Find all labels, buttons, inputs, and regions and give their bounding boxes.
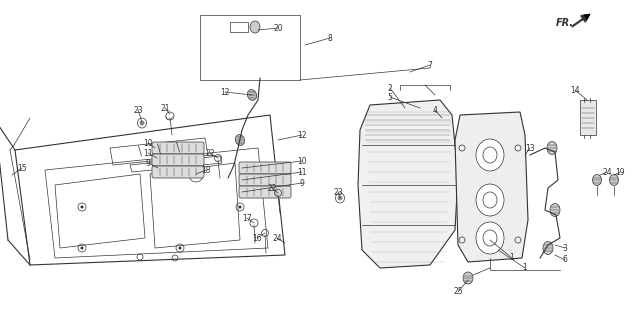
Bar	[580, 100, 596, 135]
Ellipse shape	[476, 139, 504, 171]
Text: 20: 20	[273, 23, 283, 33]
Text: 6: 6	[562, 255, 567, 265]
Text: 1: 1	[510, 253, 514, 262]
Text: 12: 12	[220, 87, 230, 97]
Circle shape	[81, 205, 84, 209]
Text: 14: 14	[570, 85, 580, 94]
Circle shape	[238, 205, 242, 209]
FancyBboxPatch shape	[152, 154, 204, 166]
Polygon shape	[455, 112, 528, 262]
FancyBboxPatch shape	[239, 174, 291, 186]
Text: 5: 5	[387, 92, 392, 101]
Ellipse shape	[543, 242, 553, 254]
Text: 10: 10	[143, 139, 153, 148]
Text: 11: 11	[143, 148, 153, 157]
Ellipse shape	[250, 21, 260, 33]
Ellipse shape	[593, 174, 602, 186]
Text: 19: 19	[615, 167, 625, 177]
Circle shape	[337, 196, 342, 201]
FancyBboxPatch shape	[152, 142, 204, 154]
Text: 22: 22	[268, 183, 277, 193]
Ellipse shape	[247, 90, 257, 100]
Ellipse shape	[463, 272, 473, 284]
Text: 11: 11	[297, 167, 307, 177]
Circle shape	[139, 121, 145, 125]
FancyBboxPatch shape	[239, 162, 291, 174]
Ellipse shape	[550, 204, 560, 217]
Text: 18: 18	[201, 165, 210, 174]
Text: 10: 10	[297, 156, 307, 165]
Text: 23: 23	[333, 188, 343, 196]
Text: 12: 12	[297, 131, 307, 140]
Text: 15: 15	[17, 164, 27, 172]
Text: 9: 9	[146, 158, 150, 167]
Text: 25: 25	[453, 287, 463, 297]
Text: 3: 3	[562, 244, 567, 252]
Text: 24: 24	[602, 167, 612, 177]
Text: 1: 1	[522, 263, 527, 273]
Text: 2: 2	[387, 84, 392, 92]
Text: 9: 9	[299, 179, 304, 188]
Text: 21: 21	[160, 103, 170, 113]
FancyBboxPatch shape	[239, 186, 291, 198]
Ellipse shape	[476, 222, 504, 254]
Text: 17: 17	[242, 213, 252, 222]
Ellipse shape	[476, 184, 504, 216]
Ellipse shape	[547, 141, 557, 155]
Text: 8: 8	[328, 34, 332, 43]
Circle shape	[179, 246, 181, 250]
Text: 4: 4	[432, 106, 437, 115]
Text: 22: 22	[205, 148, 215, 157]
Ellipse shape	[609, 174, 619, 186]
Circle shape	[193, 172, 199, 178]
Polygon shape	[358, 100, 458, 268]
Text: 24: 24	[272, 234, 281, 243]
Text: 7: 7	[427, 60, 432, 69]
Text: 23: 23	[133, 106, 143, 115]
Bar	[230, 22, 248, 32]
Text: FR.: FR.	[556, 18, 574, 28]
Text: 16: 16	[252, 234, 262, 243]
FancyBboxPatch shape	[152, 166, 204, 178]
Ellipse shape	[235, 135, 245, 145]
Circle shape	[81, 246, 84, 250]
Text: 13: 13	[525, 143, 535, 153]
Bar	[200, 15, 300, 80]
